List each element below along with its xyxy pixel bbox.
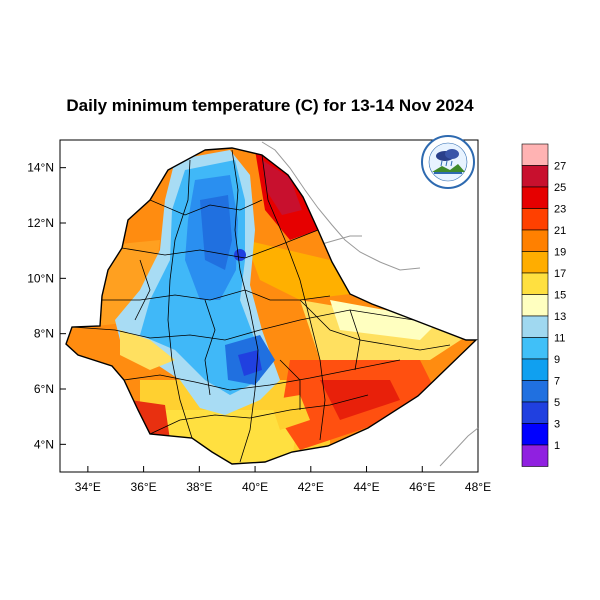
y-tick-label: 4°N — [34, 437, 54, 451]
colorbar-label: 1 — [554, 440, 560, 452]
colorbar-swatch — [521, 337, 549, 360]
x-tick-label: 42°E — [298, 480, 324, 494]
x-tick-label: 46°E — [409, 480, 435, 494]
x-tick-label: 38°E — [186, 480, 212, 494]
y-tick-label: 8°N — [34, 327, 54, 341]
x-tick-label: 40°E — [242, 480, 268, 494]
x-tick-label: 34°E — [75, 480, 101, 494]
meteorology-institute-logo-icon — [420, 134, 476, 190]
map-title: Daily minimum temperature (C) for 13-14 … — [66, 96, 474, 115]
colorbar-label: 25 — [554, 182, 566, 194]
colorbar-label: 21 — [554, 225, 566, 237]
y-tick-label: 14°N — [27, 161, 54, 175]
colorbar-label: 9 — [554, 354, 560, 366]
colorbar-label: 7 — [554, 376, 560, 388]
y-tick-label: 6°N — [34, 382, 54, 396]
colorbar-swatch — [521, 251, 549, 274]
colorbar-swatch — [521, 186, 549, 209]
colorbar-label: 27 — [554, 161, 566, 173]
x-axis: 34°E 36°E 38°E 40°E 42°E 44°E 46°E 48°E — [75, 466, 491, 494]
colorbar: 27 25 23 21 19 17 15 13 11 9 7 5 3 1 — [521, 143, 566, 467]
colorbar-swatch — [521, 423, 549, 446]
colorbar-label: 15 — [554, 290, 566, 302]
colorbar-swatch — [521, 444, 549, 467]
colorbar-swatch — [521, 315, 549, 338]
colorbar-swatch — [521, 229, 549, 252]
colorbar-label: 23 — [554, 204, 566, 216]
neighbor-boundaries — [261, 141, 479, 467]
colorbar-swatch — [521, 294, 549, 317]
colorbar-swatch — [521, 380, 549, 403]
colorbar-label: 3 — [554, 419, 560, 431]
y-tick-label: 10°N — [27, 271, 54, 285]
colorbar-swatch — [521, 401, 549, 424]
colorbar-label: 13 — [554, 311, 566, 323]
y-tick-label: 12°N — [27, 216, 54, 230]
colorbar-label: 5 — [554, 397, 560, 409]
admin-boundaries — [71, 149, 451, 463]
colorbar-label: 11 — [554, 333, 565, 345]
colorbar-swatch — [521, 143, 549, 166]
colorbar-swatch — [521, 208, 549, 231]
y-axis: 14°N 12°N 10°N 8°N 6°N 4°N — [27, 161, 66, 451]
x-tick-label: 36°E — [131, 480, 157, 494]
colorbar-swatch — [521, 165, 549, 188]
colorbar-swatch — [521, 272, 549, 295]
colorbar-swatch — [521, 358, 549, 381]
colorbar-label: 19 — [554, 247, 566, 259]
x-tick-label: 44°E — [353, 480, 379, 494]
colorbar-label: 17 — [554, 268, 566, 280]
x-tick-label: 48°E — [465, 480, 491, 494]
